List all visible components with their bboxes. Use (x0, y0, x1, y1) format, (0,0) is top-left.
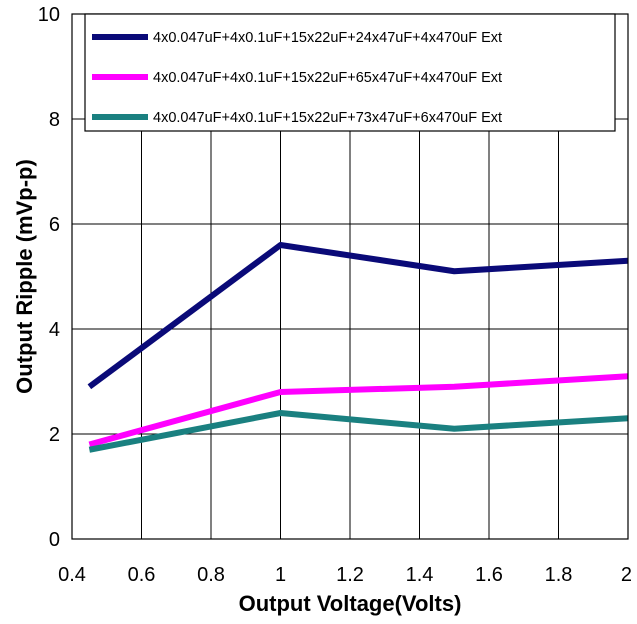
x-axis-ticks: 0.4 0.6 0.8 1 1.2 1.4 1.6 1.8 2 (58, 564, 632, 586)
x-tick-label: 1 (275, 564, 286, 586)
x-tick-label: 0.8 (197, 564, 225, 586)
series-lines (87, 242, 629, 453)
y-tick-label: 0 (49, 529, 60, 551)
x-tick-label: 1.8 (545, 564, 573, 586)
series-line-2 (88, 373, 629, 448)
legend-label: 4x0.047uF+4x0.1uF+15x22uF+65x47uF+4x470u… (153, 70, 502, 86)
series-line-3 (88, 410, 629, 453)
x-axis-title: Output Voltage(Volts) (239, 591, 462, 616)
y-axis-ticks: 0 2 4 6 8 10 (38, 4, 60, 551)
legend-label: 4x0.047uF+4x0.1uF+15x22uF+24x47uF+4x470u… (153, 30, 502, 46)
y-tick-label: 10 (38, 4, 60, 26)
legend-item: 4x0.047uF+4x0.1uF+15x22uF+65x47uF+4x470u… (92, 70, 502, 86)
series-line-1 (87, 242, 629, 390)
x-tick-label: 1.2 (336, 564, 364, 586)
x-tick-label: 1.4 (406, 564, 434, 586)
legend-item: 4x0.047uF+4x0.1uF+15x22uF+73x47uF+6x470u… (92, 110, 502, 126)
legend: 4x0.047uF+4x0.1uF+15x22uF+24x47uF+4x470u… (84, 13, 616, 132)
y-tick-label: 4 (49, 319, 60, 341)
x-tick-label: 2 (621, 564, 632, 586)
legend-label: 4x0.047uF+4x0.1uF+15x22uF+73x47uF+6x470u… (153, 110, 502, 126)
y-tick-label: 8 (49, 109, 60, 131)
y-tick-label: 6 (49, 214, 60, 236)
legend-box (84, 13, 616, 132)
y-tick-label: 2 (49, 424, 60, 446)
y-axis-title: Output Ripple (mVp-p) (12, 159, 37, 394)
x-tick-label: 0.4 (58, 564, 86, 586)
legend-item: 4x0.047uF+4x0.1uF+15x22uF+24x47uF+4x470u… (92, 30, 502, 46)
x-tick-label: 0.6 (128, 564, 156, 586)
x-tick-label: 1.6 (475, 564, 503, 586)
